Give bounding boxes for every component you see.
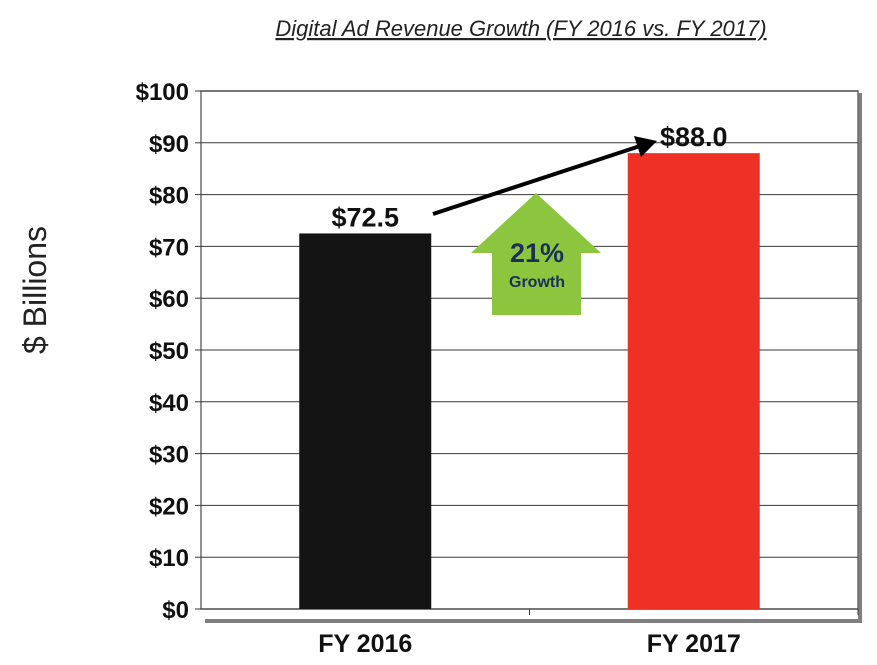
y-tick-label: $80 <box>149 183 189 210</box>
y-tick-label: $40 <box>149 390 189 417</box>
growth-badge: 21% Growth <box>471 193 601 315</box>
bar-fy-2017 <box>627 153 760 609</box>
trend-arrowhead-icon <box>634 136 657 157</box>
y-axis-label: $ Billions <box>17 226 53 354</box>
growth-arrow-icon <box>471 193 601 315</box>
data-label: $88.0 <box>660 122 728 152</box>
data-label: $72.5 <box>331 202 399 232</box>
trend-arrow <box>432 144 641 216</box>
y-tick-label: $50 <box>149 338 189 365</box>
x-axis-categories: FY 2016 FY 2017 <box>318 609 859 658</box>
x-tick-label: FY 2016 <box>318 630 412 658</box>
y-tick-label: $100 <box>136 79 189 106</box>
chart-title: Digital Ad Revenue Growth (FY 2016 vs. F… <box>275 16 766 41</box>
bars <box>299 153 760 609</box>
y-tick-label: $30 <box>149 442 189 469</box>
y-tick-label: $20 <box>149 493 189 520</box>
y-tick-label: $60 <box>149 286 189 313</box>
x-tick-label: FY 2017 <box>647 630 741 658</box>
growth-percent: 21% <box>510 238 564 268</box>
growth-text: Growth <box>509 274 565 291</box>
y-tick-label: $90 <box>149 131 189 158</box>
data-labels: $72.5 $88.0 <box>331 122 727 232</box>
y-axis-ticks: $0 $10 $20 $30 $40 $50 $60 $70 $80 $90 $100 <box>136 79 201 624</box>
y-tick-label: $10 <box>149 545 189 572</box>
bar-fy-2016 <box>299 233 432 609</box>
y-tick-label: $0 <box>162 597 189 624</box>
y-tick-label: $70 <box>149 234 189 261</box>
